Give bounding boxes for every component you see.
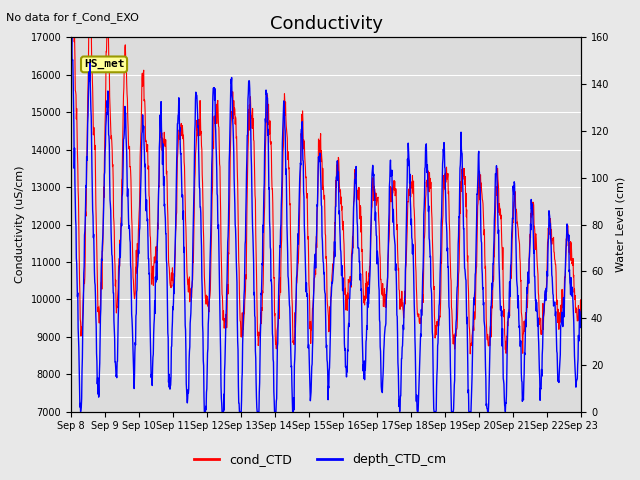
Y-axis label: Water Level (cm): Water Level (cm)	[615, 177, 625, 272]
Title: Conductivity: Conductivity	[269, 15, 383, 33]
Y-axis label: Conductivity (uS/cm): Conductivity (uS/cm)	[15, 166, 25, 283]
Text: No data for f_Cond_EXO: No data for f_Cond_EXO	[6, 12, 140, 23]
Legend: cond_CTD, depth_CTD_cm: cond_CTD, depth_CTD_cm	[189, 448, 451, 471]
Text: HS_met: HS_met	[84, 60, 124, 70]
